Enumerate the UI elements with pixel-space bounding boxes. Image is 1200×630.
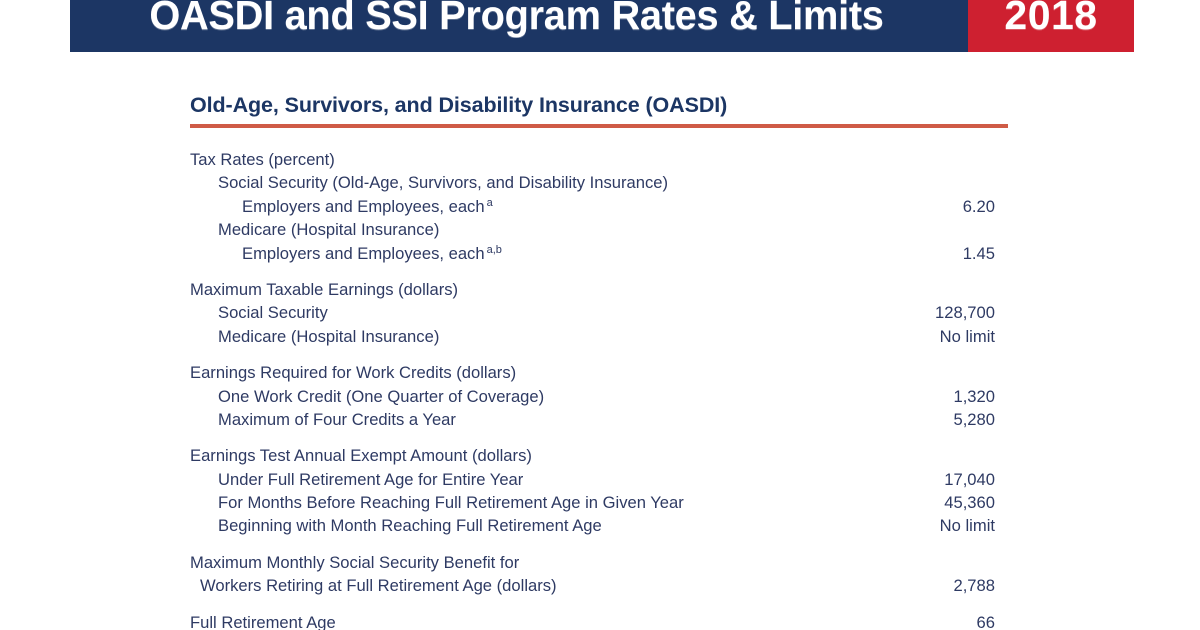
row-label: Social Security (Old-Age, Survivors, and… xyxy=(218,173,669,193)
row-label: Under Full Retirement Age for Entire Yea… xyxy=(218,469,524,489)
table-row: Under Full Retirement Age for Entire Yea… xyxy=(190,468,995,491)
table-row: Maximum of Four Credits a Year 5,280 xyxy=(190,408,995,431)
table-row: Workers Retiring at Full Retirement Age … xyxy=(190,574,995,597)
row-value: 1,320 xyxy=(953,386,995,406)
row-label: Beginning with Month Reaching Full Retir… xyxy=(218,516,602,536)
row-label: Employers and Employees, each a,b xyxy=(242,243,502,263)
title-banner: OASDI and SSI Program Rates & Limits 201… xyxy=(70,0,1134,52)
row-value: 5,280 xyxy=(953,409,995,429)
table-row: One Work Credit (One Quarter of Coverage… xyxy=(190,385,995,408)
banner-title: OASDI and SSI Program Rates & Limits xyxy=(148,0,884,38)
section-header: Old-Age, Survivors, and Disability Insur… xyxy=(190,92,1008,128)
section-divider xyxy=(190,124,1008,128)
table-row: Earnings Test Annual Exempt Amount (doll… xyxy=(190,444,995,467)
banner-year: 2018 xyxy=(1004,0,1098,38)
row-label: Earnings Required for Work Credits (doll… xyxy=(190,363,517,383)
row-label: Earnings Test Annual Exempt Amount (doll… xyxy=(190,446,532,466)
table-row: Full Retirement Age 66 xyxy=(190,611,995,630)
row-value: 17,040 xyxy=(944,469,995,489)
row-value: No limit xyxy=(939,326,995,346)
table-row: Social Security 128,700 xyxy=(190,301,995,324)
table-row: For Months Before Reaching Full Retireme… xyxy=(190,491,995,514)
table-row: Tax Rates (percent) xyxy=(190,148,995,171)
table-row: Medicare (Hospital Insurance) xyxy=(190,218,995,241)
footnote-marker: a,b xyxy=(486,243,502,256)
banner-title-block: OASDI and SSI Program Rates & Limits xyxy=(70,0,968,52)
row-label: Medicare (Hospital Insurance) xyxy=(218,220,440,240)
row-label: Tax Rates (percent) xyxy=(190,150,335,169)
table-row: Employers and Employees, each a 6.20 xyxy=(190,195,995,218)
table-row: Medicare (Hospital Insurance) No limit xyxy=(190,325,995,348)
table-row: Earnings Required for Work Credits (doll… xyxy=(190,361,995,384)
table-row: Beginning with Month Reaching Full Retir… xyxy=(190,514,995,537)
row-label: For Months Before Reaching Full Retireme… xyxy=(218,493,684,513)
row-label: Social Security xyxy=(218,303,328,323)
row-value: 66 xyxy=(976,612,995,630)
row-label: Maximum Taxable Earnings (dollars) xyxy=(190,279,459,299)
table-row: Maximum Monthly Social Security Benefit … xyxy=(190,551,995,574)
row-label: Medicare (Hospital Insurance) xyxy=(218,326,440,346)
section-heading: Old-Age, Survivors, and Disability Insur… xyxy=(190,93,728,117)
row-value: 128,700 xyxy=(935,303,995,323)
row-value: 6.20 xyxy=(962,196,995,216)
row-label: Maximum Monthly Social Security Benefit … xyxy=(190,552,520,572)
row-label: One Work Credit (One Quarter of Coverage… xyxy=(218,386,545,406)
table-row: Social Security (Old-Age, Survivors, and… xyxy=(190,171,995,194)
table-row: Employers and Employees, each a,b 1.45 xyxy=(190,242,995,265)
row-label: Employers and Employees, each a xyxy=(242,196,493,216)
row-value: No limit xyxy=(939,516,995,536)
row-label: Full Retirement Age xyxy=(190,612,336,630)
table-row: Maximum Taxable Earnings (dollars) xyxy=(190,278,995,301)
row-value: 2,788 xyxy=(953,576,995,596)
row-label: Maximum of Four Credits a Year xyxy=(218,409,456,429)
row-value: 1.45 xyxy=(962,243,995,263)
row-value: 45,360 xyxy=(944,493,995,513)
footnote-marker: a xyxy=(486,196,493,209)
rates-table: Tax Rates (percent) Social Security (Old-… xyxy=(190,148,995,630)
banner-year-block: 2018 xyxy=(968,0,1134,52)
row-label: Workers Retiring at Full Retirement Age … xyxy=(200,576,557,596)
